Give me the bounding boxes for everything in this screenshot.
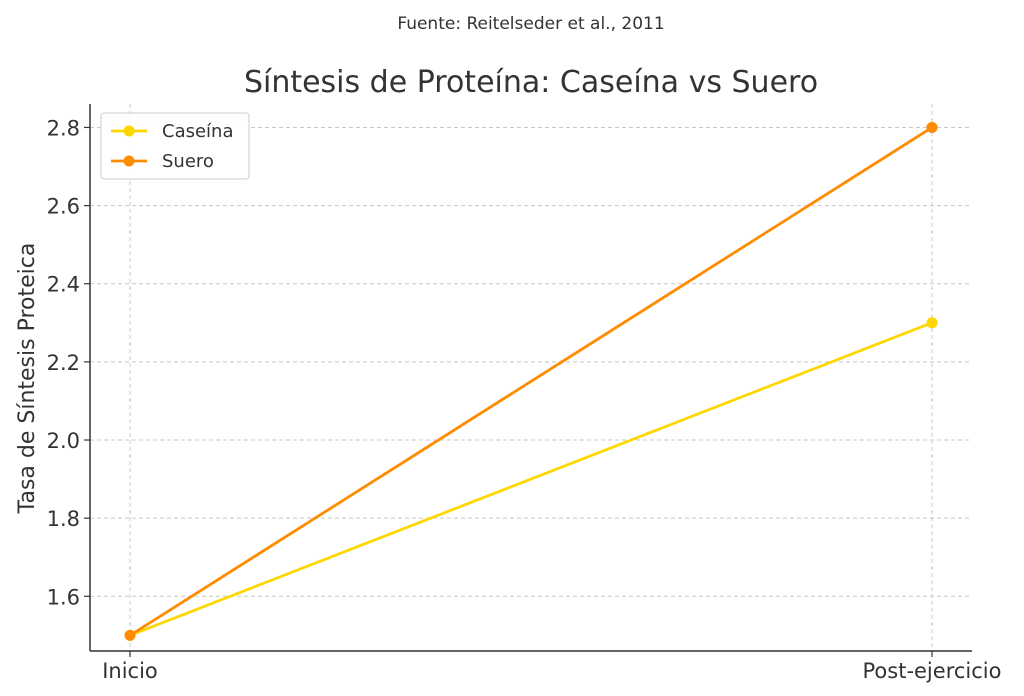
- y-tick-label: 1.6: [47, 585, 80, 609]
- y-tick-label: 2.4: [47, 273, 80, 297]
- data-point: [124, 629, 136, 641]
- legend-label: Caseína: [162, 121, 234, 142]
- x-tick-label: Inicio: [102, 659, 158, 683]
- legend-swatch-marker: [123, 125, 135, 137]
- axes: [89, 104, 972, 652]
- series-line-1: [129, 126, 933, 637]
- source-note: Fuente: Reitelseder et al., 2011: [397, 14, 664, 34]
- legend-swatch-marker: [123, 155, 135, 167]
- legend: Caseína Suero: [100, 112, 250, 180]
- y-tick-label: 2.2: [47, 351, 80, 375]
- data-point: [926, 317, 938, 329]
- data-point: [926, 121, 938, 133]
- y-tick-label: 1.8: [47, 507, 80, 531]
- series: [124, 121, 938, 641]
- ticks: 1.6 1.8 2.0 2.2 2.4 2.6 2.8 Inicio Post-ejercici…: [47, 116, 1002, 683]
- y-tick-label: 2.0: [47, 429, 80, 453]
- y-axis-label: Tasa de Síntesis Proteica: [15, 243, 40, 515]
- x-tick-label: Post-ejercicio: [863, 659, 1002, 683]
- series-line-0: [129, 321, 933, 637]
- legend-box: [100, 112, 250, 180]
- y-tick-label: 2.8: [47, 116, 80, 140]
- legend-label: Suero: [162, 151, 214, 172]
- chart-title: Síntesis de Proteína: Caseína vs Suero: [244, 65, 818, 100]
- y-tick-label: 2.6: [47, 195, 80, 219]
